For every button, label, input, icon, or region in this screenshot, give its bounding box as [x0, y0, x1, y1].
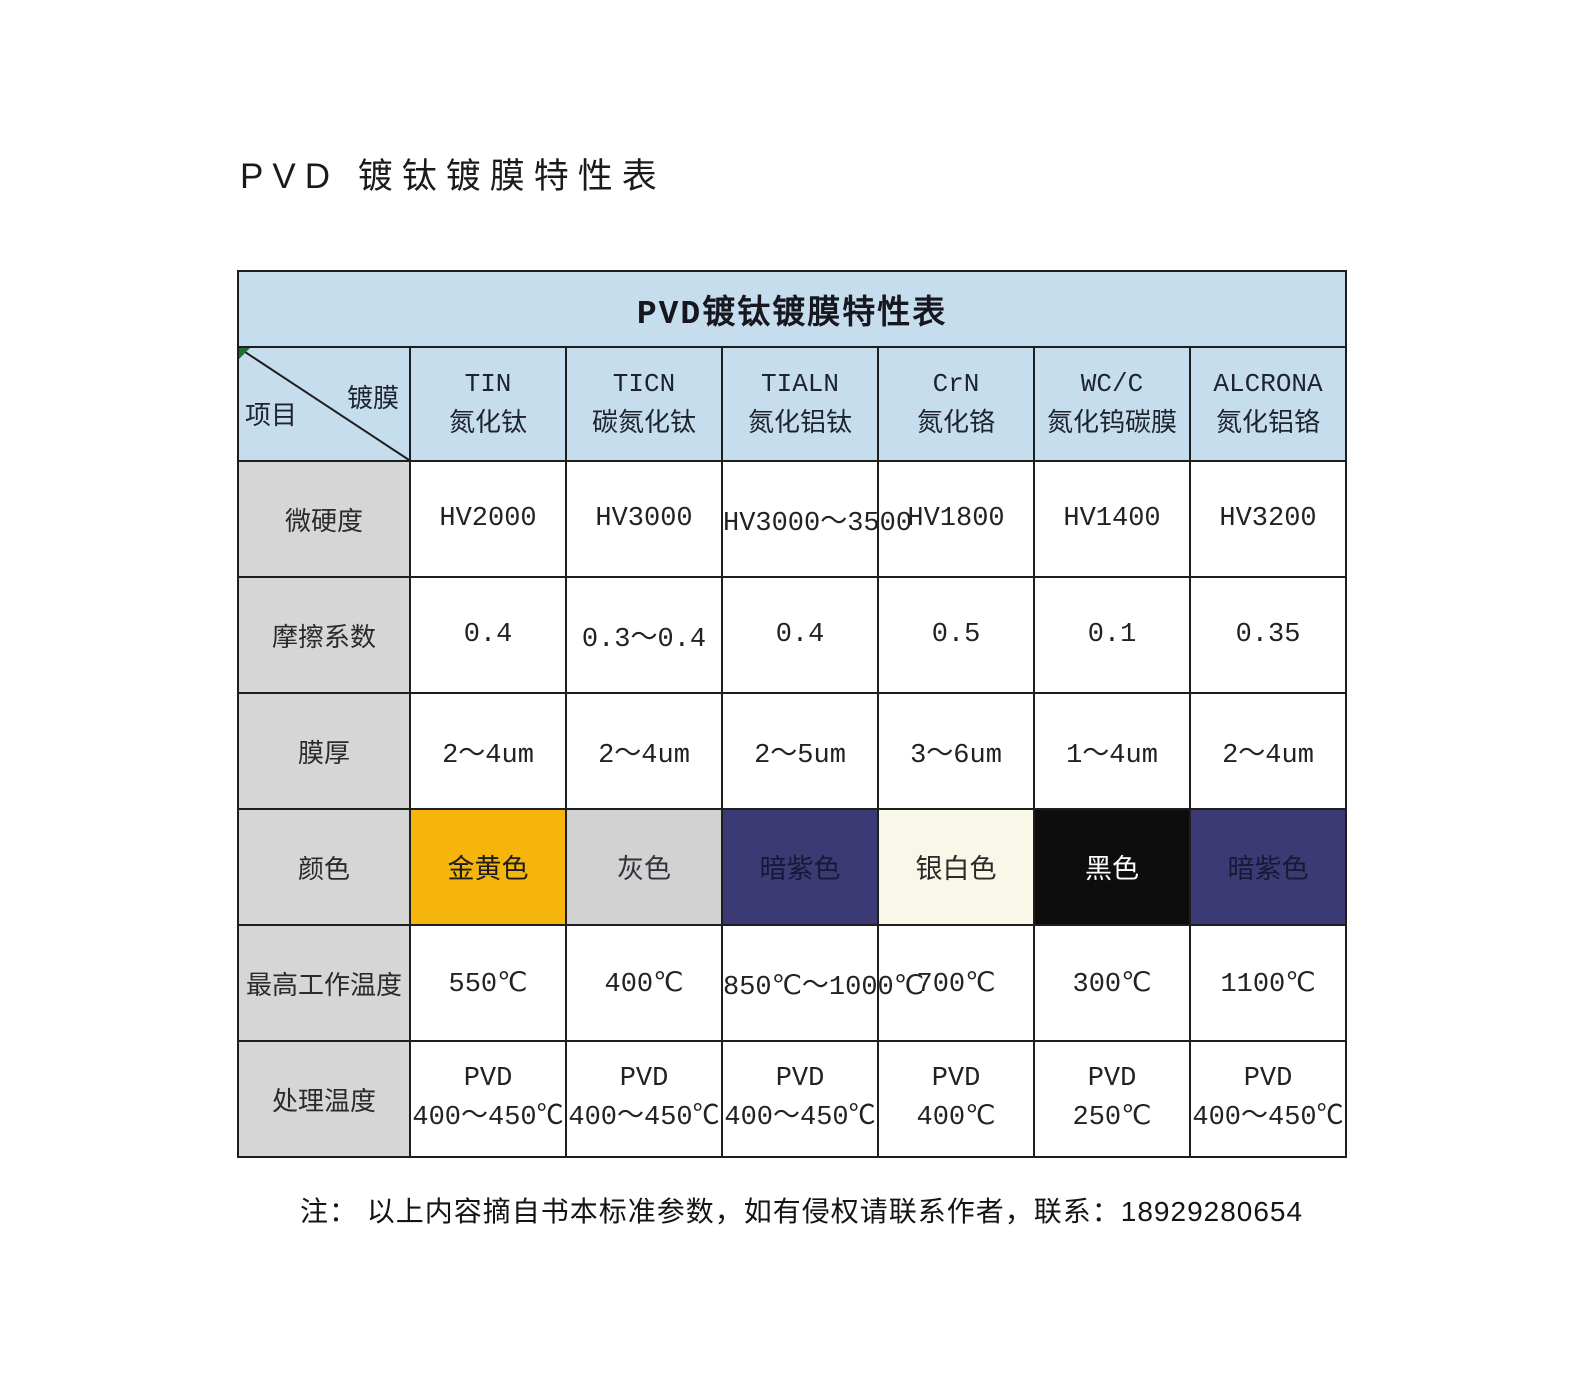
table-row-friction: 摩擦系数 0.4 0.3～0.4 0.4 0.5 0.1 0.35 [237, 576, 1348, 694]
value-cell: HV1400 [1033, 460, 1191, 578]
coating-name: 氮化铬 [916, 409, 995, 439]
color-swatch-cell: 黑色 [1033, 808, 1191, 926]
coating-code: WC/C [1080, 368, 1144, 399]
page-title: PVD 镀钛镀膜特性表 [240, 157, 666, 196]
coating-code: TIALN [760, 368, 839, 399]
row-label-hardness: 微硬度 [237, 460, 411, 578]
table-row-hardness: 微硬度 HV2000 HV3000 HV3000～3500 HV1800 HV1… [237, 460, 1348, 578]
color-swatch-cell: 灰色 [565, 808, 723, 926]
table-title-row: PVD镀钛镀膜特性表 [236, 270, 1348, 348]
coating-code: CrN [932, 368, 980, 399]
value-cell: PVD 400℃ [877, 1040, 1035, 1158]
value-cell: PVD 400～450℃ [409, 1040, 567, 1158]
color-swatch-cell: 金黄色 [409, 808, 567, 926]
value-cell: 0.5 [877, 576, 1035, 694]
color-swatch-cell: 银白色 [877, 808, 1035, 926]
table-row-max-working-temp: 最高工作温度 550℃ 400℃ 850℃～1000℃ 700℃ 300℃ 11… [237, 924, 1348, 1042]
table-row-color: 颜色 金黄色 灰色 暗紫色 银白色 黑色 暗紫色 [237, 808, 1348, 926]
column-header-wcc: WC/C 氮化钨碳膜 [1033, 346, 1191, 462]
value-cell: 0.35 [1188, 576, 1348, 694]
value-cell: 0.4 [721, 576, 879, 694]
value-cell: PVD 250℃ [1033, 1040, 1191, 1158]
coating-name: 氮化钨碳膜 [1046, 409, 1177, 439]
value-cell: 2～4um [409, 692, 567, 810]
corner-header-cell: 镀膜 项目 [237, 346, 411, 462]
table-row-thickness: 膜厚 2～4um 2～4um 2～5um 3～6um 1～4um 2～4um [237, 692, 1348, 810]
coating-name: 氮化铝钛 [747, 409, 852, 439]
column-header-tialn: TIALN 氮化铝钛 [721, 346, 879, 462]
table-title: PVD镀钛镀膜特性表 [236, 270, 1348, 348]
value-cell: 1100℃ [1188, 924, 1348, 1042]
color-swatch-cell: 暗紫色 [1188, 808, 1348, 926]
value-cell: 2～5um [721, 692, 879, 810]
coating-code: ALCRONA [1213, 368, 1323, 399]
color-swatch-cell: 暗紫色 [721, 808, 879, 926]
value-cell: HV2000 [409, 460, 567, 578]
corner-label-coating: 镀膜 [346, 385, 399, 415]
table-header-row: 镀膜 项目 TIN 氮化钛 TICN 碳氮化钛 TIALN 氮化铝钛 CrN [237, 346, 1348, 462]
value-cell: 300℃ [1033, 924, 1191, 1042]
value-cell: 2～4um [1188, 692, 1348, 810]
value-cell: PVD 400～450℃ [565, 1040, 723, 1158]
value-cell: 3～6um [877, 692, 1035, 810]
value-cell: HV3000 [565, 460, 723, 578]
value-cell: 400℃ [565, 924, 723, 1042]
row-label-process-temp: 处理温度 [237, 1040, 411, 1158]
diagonal-divider-line [239, 348, 409, 460]
coating-name: 氮化钛 [448, 409, 527, 439]
coating-name: 碳氮化钛 [591, 409, 696, 439]
value-cell: HV3200 [1188, 460, 1348, 578]
row-label-friction: 摩擦系数 [237, 576, 411, 694]
value-cell: 0.3～0.4 [565, 576, 723, 694]
value-cell: PVD 400～450℃ [1188, 1040, 1348, 1158]
corner-marker-triangle [239, 348, 250, 359]
row-label-max-working-temp: 最高工作温度 [237, 924, 411, 1042]
value-cell: 0.1 [1033, 576, 1191, 694]
row-label-color: 颜色 [237, 808, 411, 926]
value-cell: 850℃～1000℃ [721, 924, 924, 1042]
footnote: 注： 以上内容摘自书本标准参数，如有侵权请联系作者，联系：18929280654 [300, 1196, 1304, 1227]
coating-name: 氮化铝铬 [1216, 409, 1321, 439]
value-cell: 0.4 [409, 576, 567, 694]
value-cell: PVD 400～450℃ [721, 1040, 879, 1158]
column-header-crn: CrN 氮化铬 [877, 346, 1035, 462]
value-cell: 2～4um [565, 692, 723, 810]
row-label-thickness: 膜厚 [237, 692, 411, 810]
column-header-tin: TIN 氮化钛 [409, 346, 567, 462]
coating-code: TICN [612, 368, 676, 399]
column-header-ticn: TICN 碳氮化钛 [565, 346, 723, 462]
table-row-process-temp: 处理温度 PVD 400～450℃ PVD 400～450℃ PVD 400～4… [237, 1040, 1348, 1158]
value-cell: HV3000～3500 [721, 460, 912, 578]
value-cell: 700℃ [877, 924, 1035, 1042]
coating-code: TIN [464, 368, 512, 399]
pvd-spec-table: PVD镀钛镀膜特性表 镀膜 项目 TIN 氮化钛 TICN 碳氮化钛 [236, 270, 1348, 1158]
value-cell: HV1800 [877, 460, 1035, 578]
column-header-alcrona: ALCRONA 氮化铝铬 [1188, 346, 1348, 462]
value-cell: 1～4um [1033, 692, 1191, 810]
corner-label-item: 项目 [245, 402, 298, 432]
value-cell: 550℃ [409, 924, 567, 1042]
